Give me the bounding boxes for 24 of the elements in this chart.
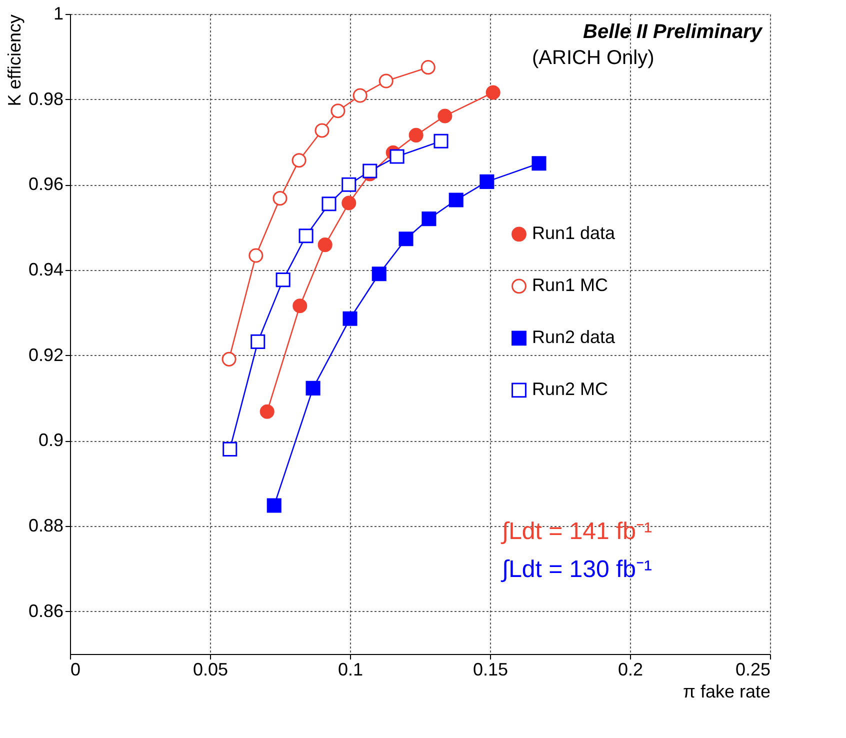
x-tick-label: 0.15 xyxy=(472,660,508,680)
legend-label: Run2 data xyxy=(532,327,616,348)
y-axis-title: K efficiency xyxy=(4,14,24,106)
annotation: ∫Ldt = 141 fb⁻¹ xyxy=(500,518,652,545)
chart-title: Belle II Preliminary xyxy=(583,21,763,43)
y-tick-label: 0.9 xyxy=(38,430,64,450)
y-tick-label: 0.92 xyxy=(28,344,64,365)
y-tick-label: 0.96 xyxy=(28,174,64,194)
y-tick-label: 0.88 xyxy=(28,516,64,536)
x-tick-label: 0.2 xyxy=(618,660,644,680)
text: (ARICH Only) xyxy=(532,47,654,69)
x-axis-title: π fake rate xyxy=(683,682,770,702)
y-tick-label: 0.94 xyxy=(28,260,64,280)
y-tick-label: 0.86 xyxy=(28,600,64,621)
annotation: ∫Ldt = 130 fb⁻¹ xyxy=(500,556,652,583)
x-tick-label: 0.1 xyxy=(338,660,364,680)
legend-label: Run1 data xyxy=(532,223,616,244)
x-tick-label: 0 xyxy=(70,660,81,680)
legend-label: Run1 MC xyxy=(532,275,608,296)
y-tick-label: 0.98 xyxy=(28,88,64,109)
legend-label: Run2 MC xyxy=(532,379,608,400)
x-tick-label: 0.05 xyxy=(192,660,228,680)
x-tick-label: 0.25 xyxy=(735,660,770,680)
y-tick-label: 1 xyxy=(53,4,64,24)
